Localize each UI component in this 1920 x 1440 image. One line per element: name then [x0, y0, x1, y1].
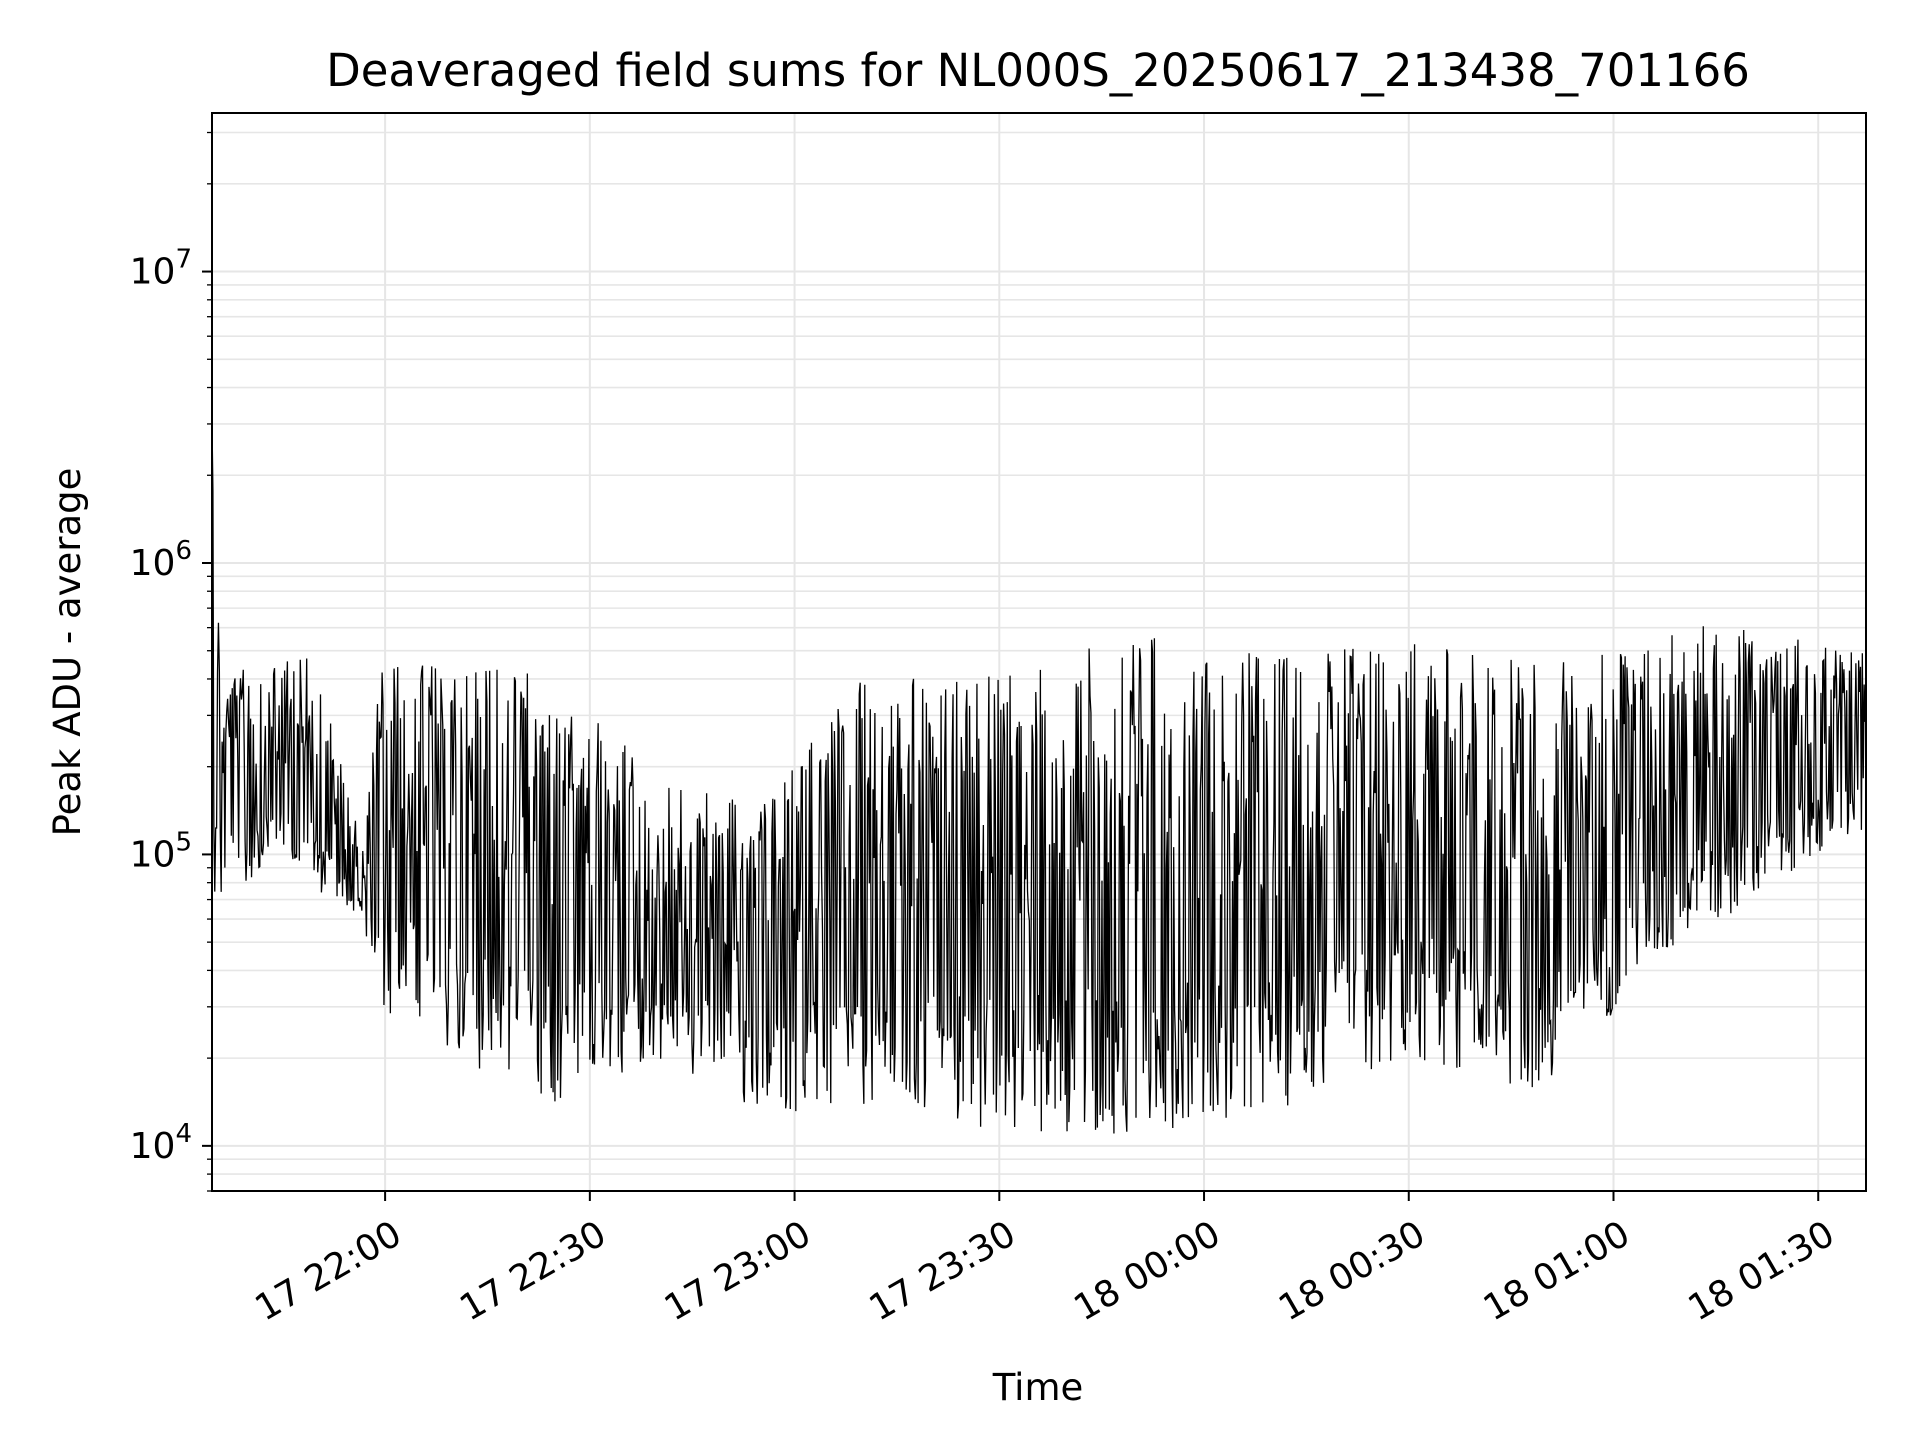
y-tick-label: 105 — [130, 827, 192, 875]
y-tick-label: 107 — [130, 245, 192, 293]
y-tick-label: 104 — [130, 1119, 192, 1167]
plot-frame — [211, 112, 1867, 1192]
series-layer — [211, 423, 1867, 1134]
chart-title: Deaveraged field sums for NL000S_2025061… — [326, 44, 1750, 97]
y-tick-label: 106 — [130, 536, 192, 584]
x-axis-title: Time — [992, 1366, 1084, 1409]
y-axis-title: Peak ADU - average — [46, 468, 89, 837]
series-line — [211, 423, 1867, 1134]
